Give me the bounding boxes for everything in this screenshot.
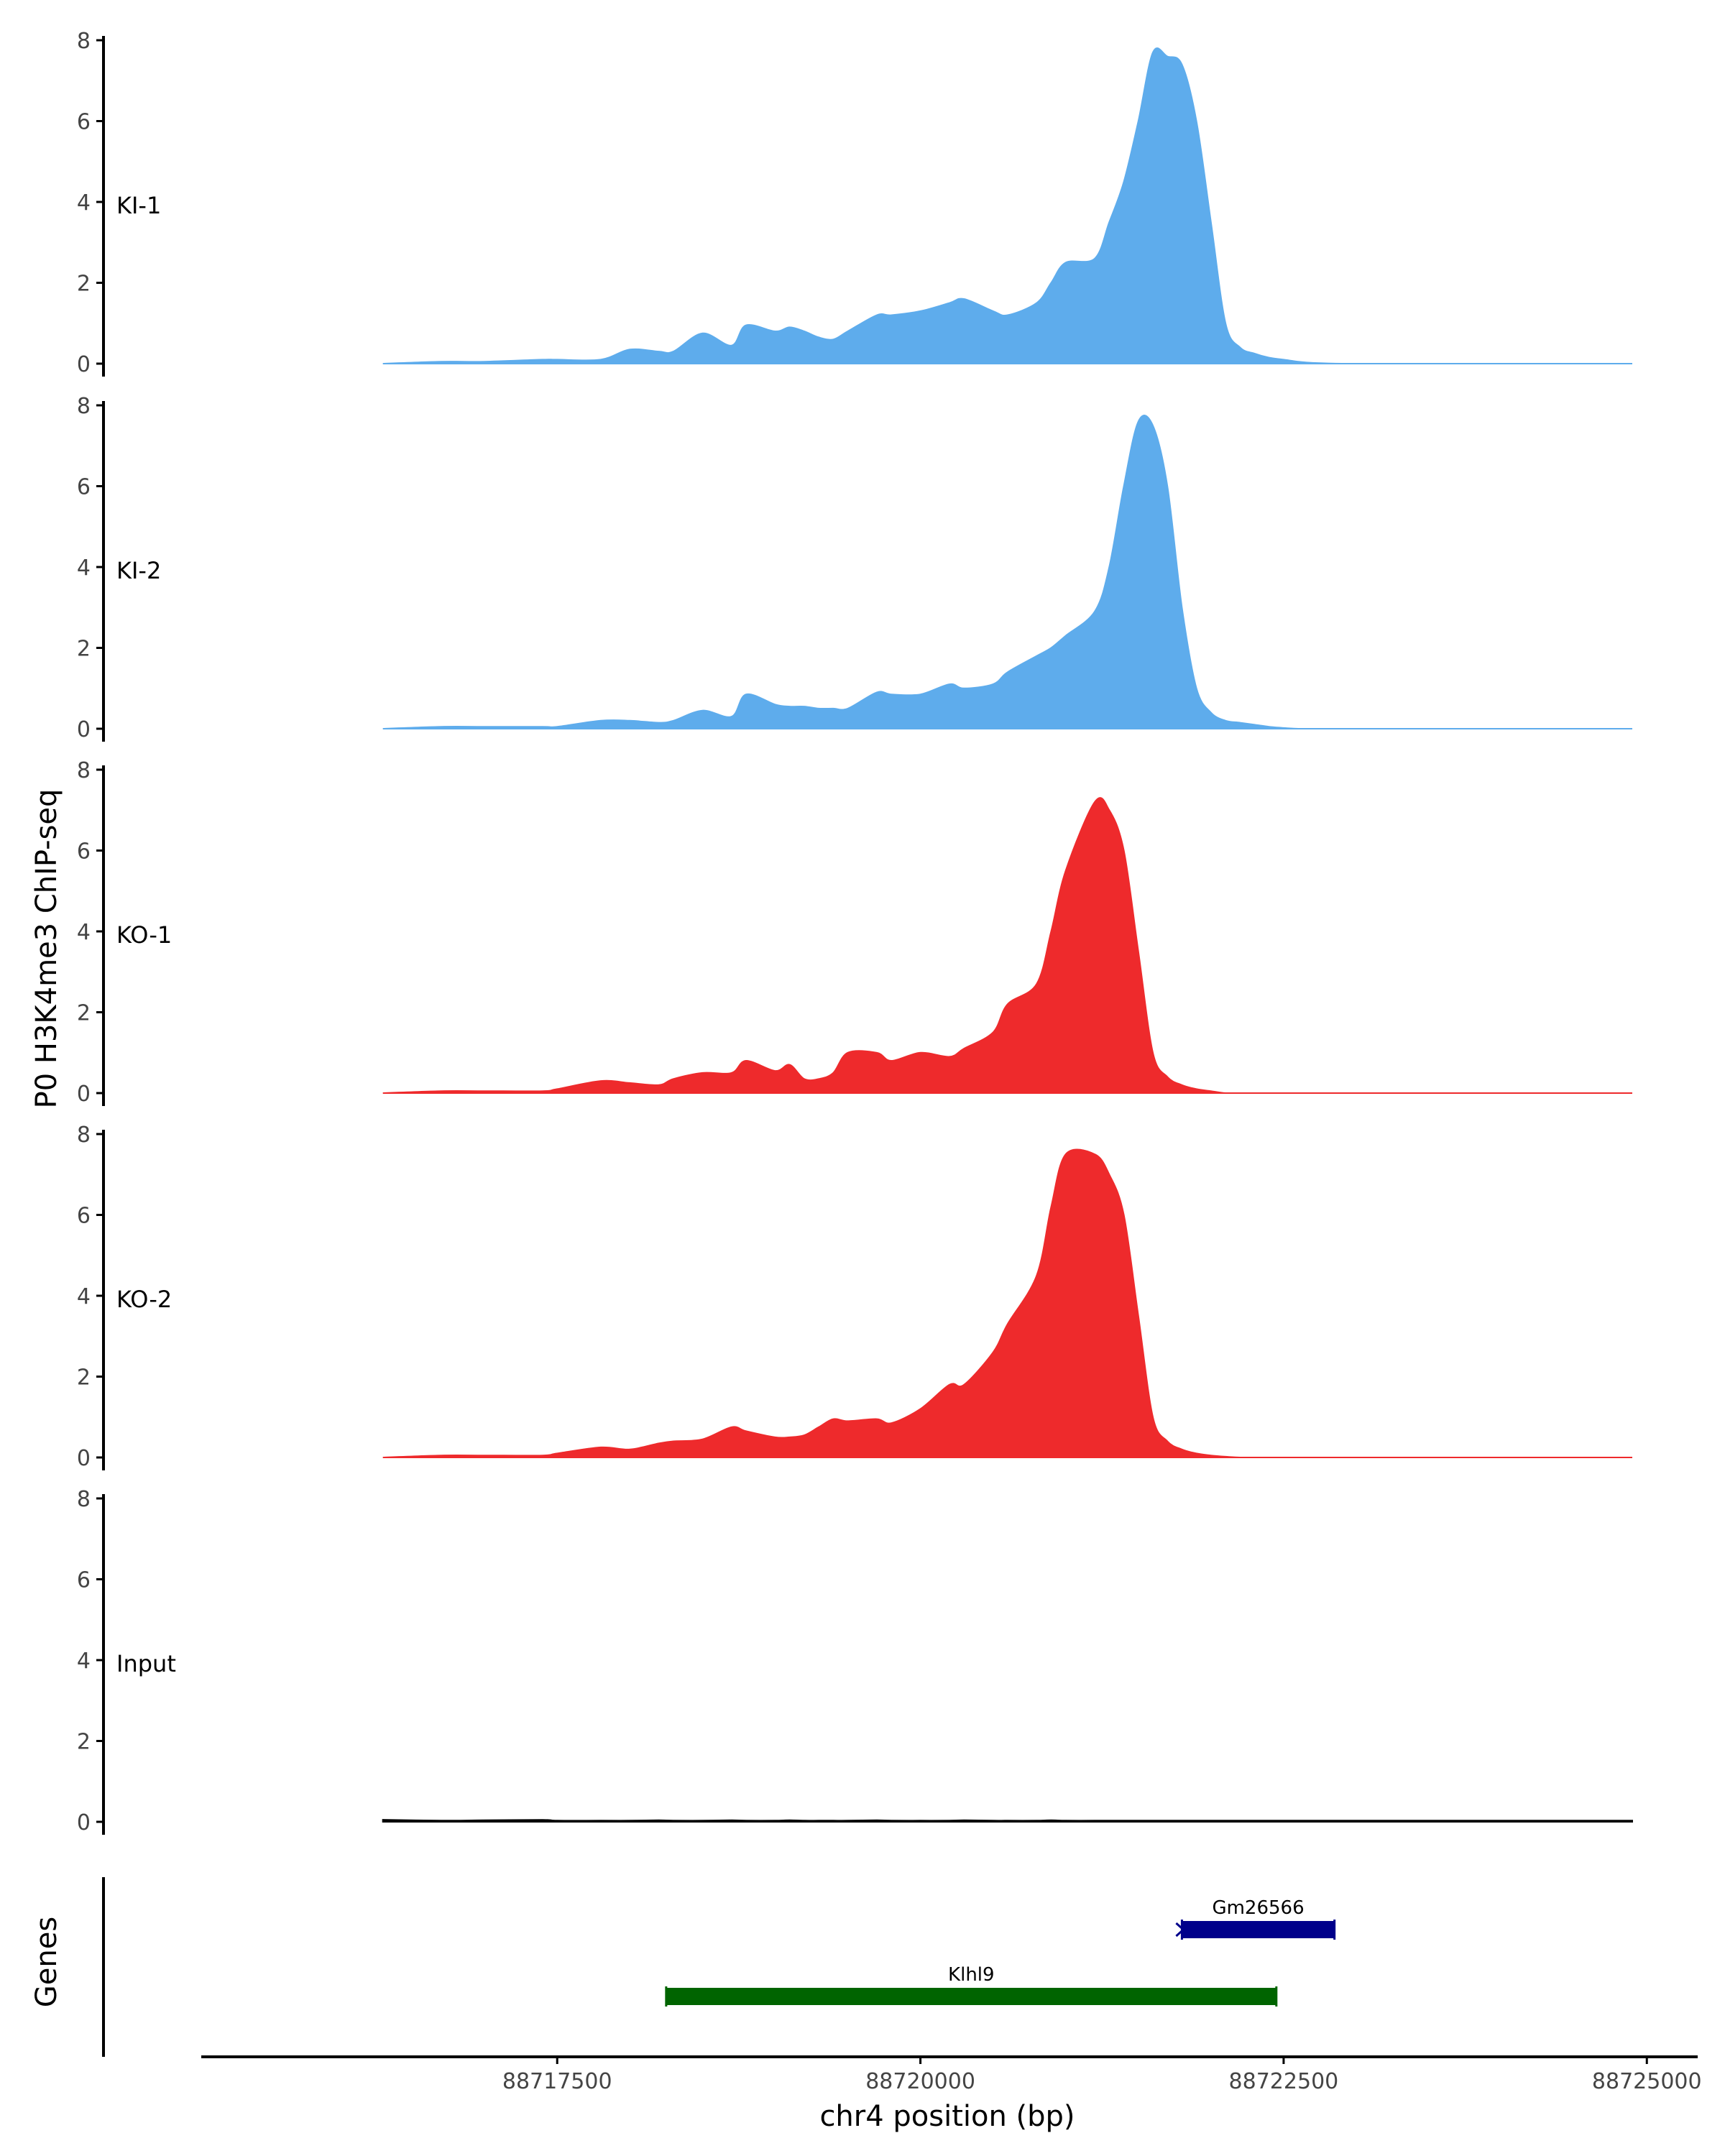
track-label: KO-1 [116,921,172,949]
track-label: KI-2 [116,557,161,584]
track-label: KI-1 [116,192,161,219]
y-tick-label: 0 [77,717,91,742]
y-tick-label: 6 [77,1204,91,1229]
y-tick-label: 0 [77,1082,91,1107]
y-tick-label: 4 [77,556,91,581]
y-tick-label: 4 [77,1649,91,1674]
coverage-area-ki-1 [382,47,1632,365]
coverage-tracks: 0 2 4 6 8 KI-1 0 2 4 6 8 KI-2 0 2 4 6 8 KO-1 0 2 4 6 8 KO-2 0 2 4 6… [77,29,1633,1835]
track-ki-1: 0 2 4 6 8 KI-1 [77,29,1632,377]
track-label: KO-2 [116,1286,172,1313]
gene-label: Klhl9 [948,1964,995,1986]
x-tick-label: 88722500 [1229,2069,1339,2094]
track-input: 0 2 4 6 8 Input [77,1487,1633,1835]
y-tick-label: 2 [77,1001,91,1026]
y-tick-label: 2 [77,637,91,662]
y-tick-label: 6 [77,475,91,500]
gene-body [1182,1921,1335,1938]
gene-label: Gm26566 [1212,1897,1304,1919]
coverage-area-ko-1 [382,797,1632,1095]
x-tick-label: 88720000 [865,2069,975,2094]
y-tick-label: 2 [77,272,91,297]
y-tick-label: 2 [77,1730,91,1755]
x-axis-title: chr4 position (bp) [819,2100,1075,2133]
y-tick-label: 0 [77,1810,91,1835]
y-tick-label: 8 [77,29,91,54]
y-tick-label: 0 [77,352,91,377]
gene-body [666,1988,1276,2005]
y-tick-label: 4 [77,190,91,216]
y-tick-label: 0 [77,1446,91,1471]
gene-klhl9: Klhl9 [665,1964,1278,2007]
strand-arrow-icon [1175,1922,1184,1938]
track-ko-1: 0 2 4 6 8 KO-1 [77,758,1632,1107]
x-tick-label: 88717500 [502,2069,612,2094]
genes-label: Genes [30,1917,63,2007]
gene-gm26566: Gm26566 [1175,1897,1336,1940]
coverage-area-ko-2 [382,1148,1633,1459]
track-ki-2: 0 2 4 6 8 KI-2 [77,394,1633,742]
coverage-area-ki-2 [382,415,1633,730]
y-tick-label: 8 [77,394,91,419]
y-tick-label: 2 [77,1365,91,1391]
x-tick-label: 88725000 [1592,2069,1702,2094]
track-label: Input [116,1650,176,1677]
y-axis-title: P0 H3K4me3 ChIP-seq [30,789,63,1109]
y-tick-label: 8 [77,758,91,783]
y-tick-label: 4 [77,1284,91,1309]
x-axis: 88717500 88720000 88722500 88725000 [201,2055,1702,2094]
y-tick-label: 6 [77,839,91,865]
coverage-area-input [382,1819,1633,1823]
y-tick-label: 8 [77,1123,91,1148]
y-tick-label: 6 [77,1568,91,1593]
track-ko-2: 0 2 4 6 8 KO-2 [77,1123,1633,1471]
y-tick-label: 8 [77,1487,91,1512]
y-tick-label: 6 [77,110,91,135]
gene-track: Gm26566 Klhl9 [102,1877,1336,2057]
y-tick-label: 4 [77,920,91,945]
